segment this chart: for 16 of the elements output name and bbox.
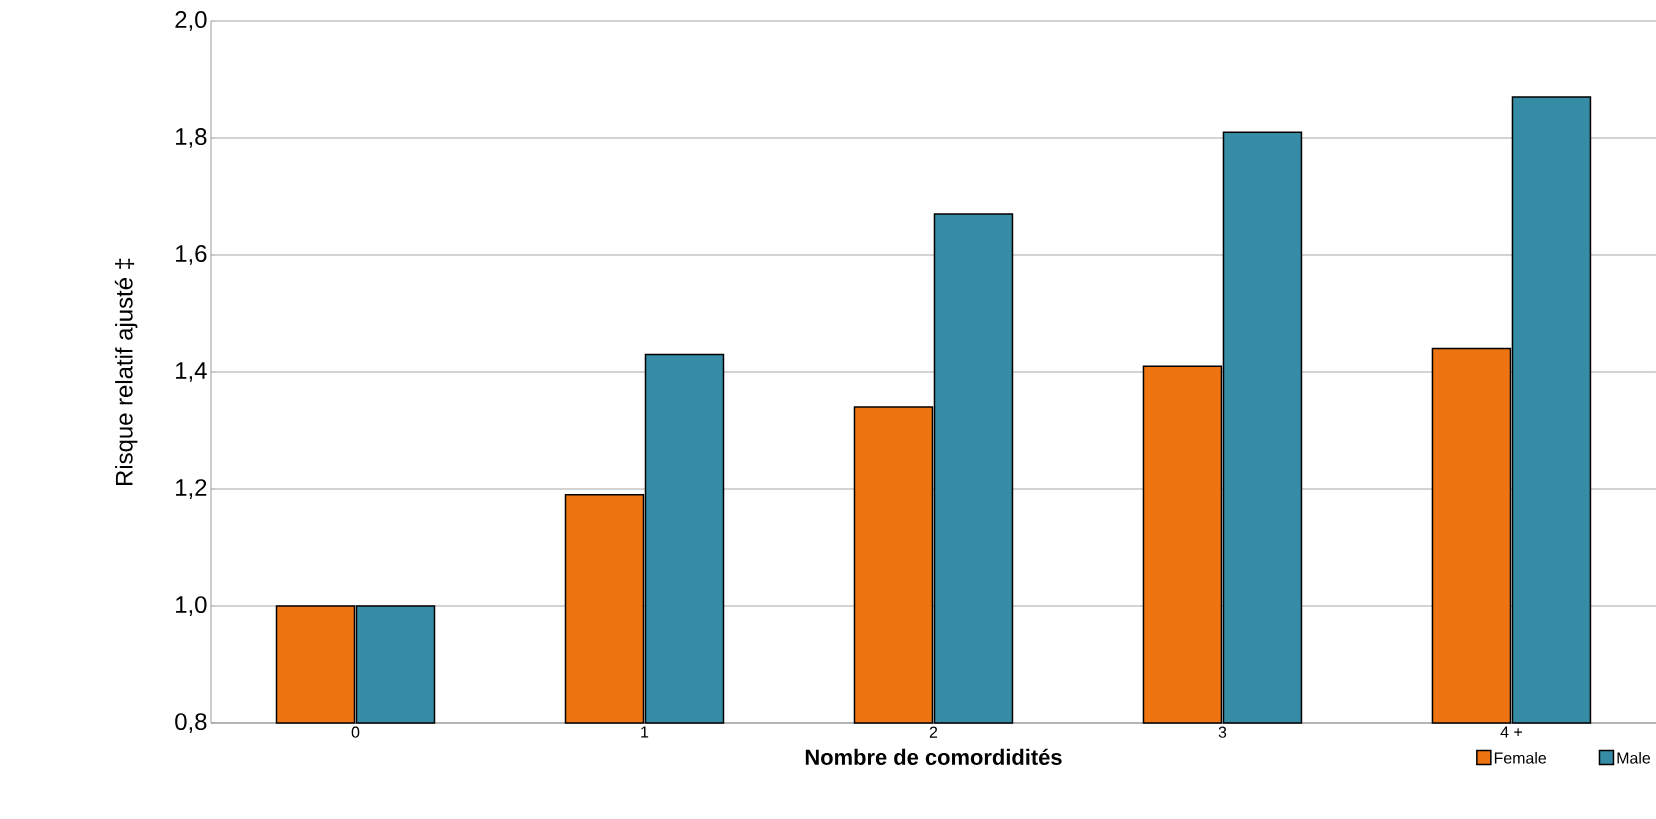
x-tick-label: 0 [351,726,360,738]
x-tick-label: 2 [929,726,938,738]
y-axis-title: Risque relatif ajusté ‡ [114,258,138,485]
y-tick-label: 0,8 [175,713,207,733]
y-tick-label: 1,2 [176,479,207,499]
x-tick-label: 1 [641,726,649,738]
y-tick-label: 2,0 [175,11,207,31]
x-tick-label: 3 [1218,726,1227,738]
x-tick-label: 4 + [1500,726,1522,738]
y-tick-label: 1,4 [176,362,207,382]
y-tick-label: 1,8 [176,128,207,148]
y-tick-label: 1,0 [176,596,207,616]
legend-label: Male [1617,751,1651,764]
x-axis-title: Nombre de comordidités [805,748,1062,765]
legend-label: Female [1494,751,1547,764]
y-tick-label: 1,6 [176,245,207,265]
